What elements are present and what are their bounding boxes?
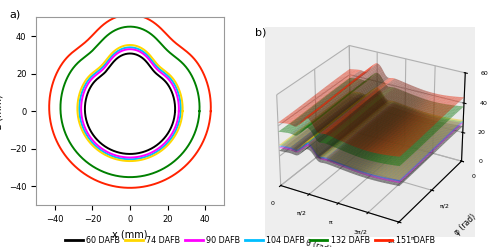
Text: a): a) [10,10,21,20]
X-axis label: x (mm): x (mm) [112,229,148,239]
Y-axis label: φ (rad): φ (rad) [452,212,477,237]
Y-axis label: z (mm): z (mm) [0,94,4,128]
X-axis label: θ (rad): θ (rad) [304,238,332,247]
Legend: 60 DAFB, 74 DAFB, 90 DAFB, 104 DAFB, 132 DAFB, 151 DAFB: 60 DAFB, 74 DAFB, 90 DAFB, 104 DAFB, 132… [62,232,438,247]
Text: b): b) [254,27,266,37]
